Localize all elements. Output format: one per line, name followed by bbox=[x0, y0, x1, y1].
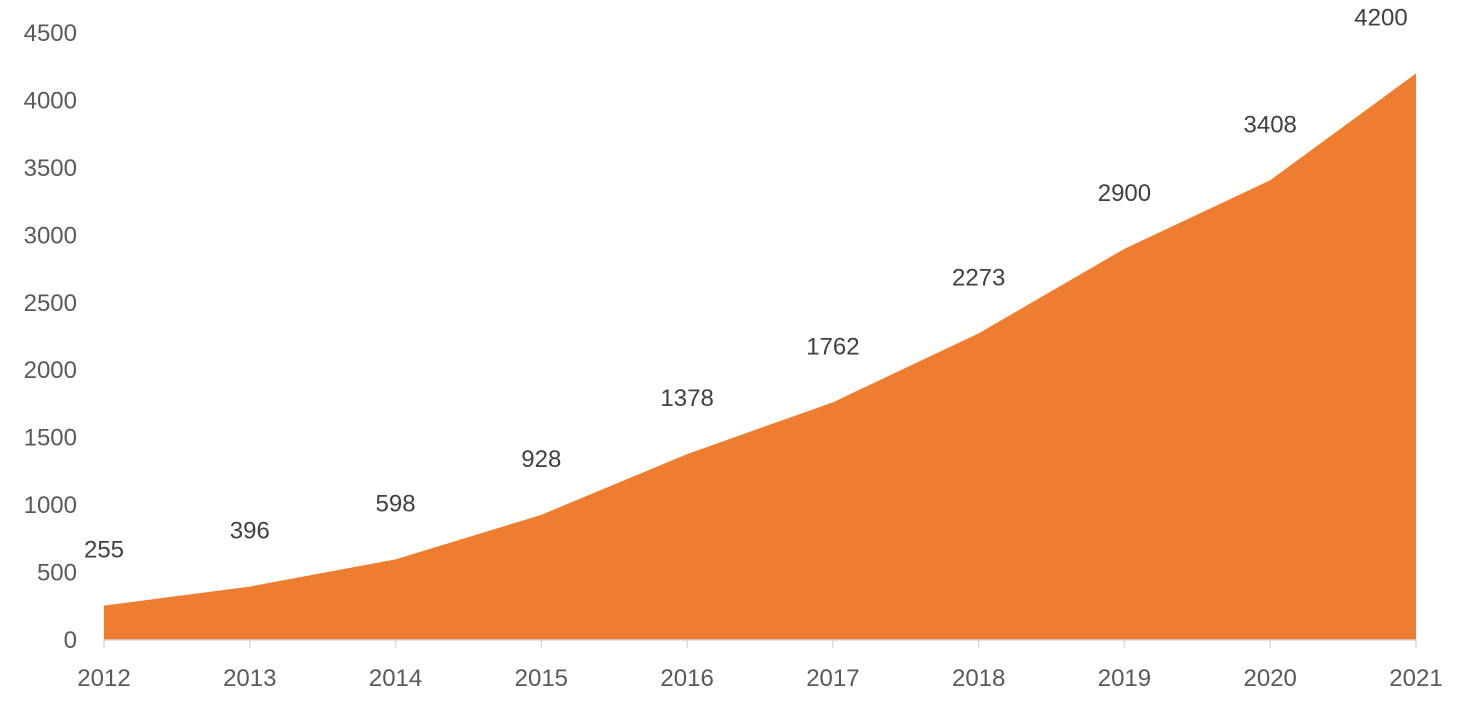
y-axis-tick-label: 4500 bbox=[24, 20, 77, 47]
data-label: 3408 bbox=[1244, 111, 1297, 138]
data-label: 1762 bbox=[806, 333, 859, 360]
x-axis-tick-label: 2012 bbox=[77, 665, 130, 692]
y-axis-tick-label: 1000 bbox=[24, 492, 77, 519]
y-axis-tick-label: 3500 bbox=[24, 155, 77, 182]
x-axis-tick-label: 2013 bbox=[223, 665, 276, 692]
x-axis-tick-label: 2014 bbox=[369, 665, 422, 692]
y-axis-tick-label: 4000 bbox=[24, 87, 77, 114]
x-axis-tick-label: 2018 bbox=[952, 665, 1005, 692]
data-label: 2273 bbox=[952, 264, 1005, 291]
x-axis-tick-label: 2015 bbox=[515, 665, 568, 692]
data-label: 1378 bbox=[660, 385, 713, 412]
x-axis-tick-label: 2017 bbox=[806, 665, 859, 692]
x-axis-tick-label: 2019 bbox=[1098, 665, 1151, 692]
data-label: 928 bbox=[521, 446, 561, 473]
y-axis-tick-label: 0 bbox=[64, 627, 77, 654]
y-axis-tick-label: 1500 bbox=[24, 425, 77, 452]
data-label: 4200 bbox=[1354, 4, 1407, 31]
plot-area bbox=[104, 73, 1416, 641]
y-axis-tick-label: 500 bbox=[37, 560, 77, 587]
x-axis-tick-labels: 2012 2013 2014 2015 2016 2017 2018 2019 2020 2021 bbox=[77, 665, 1442, 692]
x-axis-tick-label: 2016 bbox=[660, 665, 713, 692]
y-axis-tick-labels: 0 500 1000 1500 2000 2500 3000 3500 4000 4500 bbox=[24, 20, 77, 654]
data-label: 2900 bbox=[1098, 180, 1151, 207]
y-axis-tick-label: 2000 bbox=[24, 357, 77, 384]
data-labels: 255 396 598 928 1378 1762 2273 2900 3408 4200 bbox=[84, 4, 1408, 563]
y-axis-tick-label: 3000 bbox=[24, 222, 77, 249]
x-axis-ticks bbox=[103, 640, 1417, 648]
x-axis-tick-label: 2020 bbox=[1244, 665, 1297, 692]
area-series bbox=[104, 73, 1416, 640]
data-label: 255 bbox=[84, 537, 124, 564]
y-axis-tick-label: 2500 bbox=[24, 290, 77, 317]
x-axis-tick-label: 2021 bbox=[1389, 665, 1442, 692]
data-label: 396 bbox=[230, 518, 270, 545]
data-label: 598 bbox=[376, 490, 416, 517]
